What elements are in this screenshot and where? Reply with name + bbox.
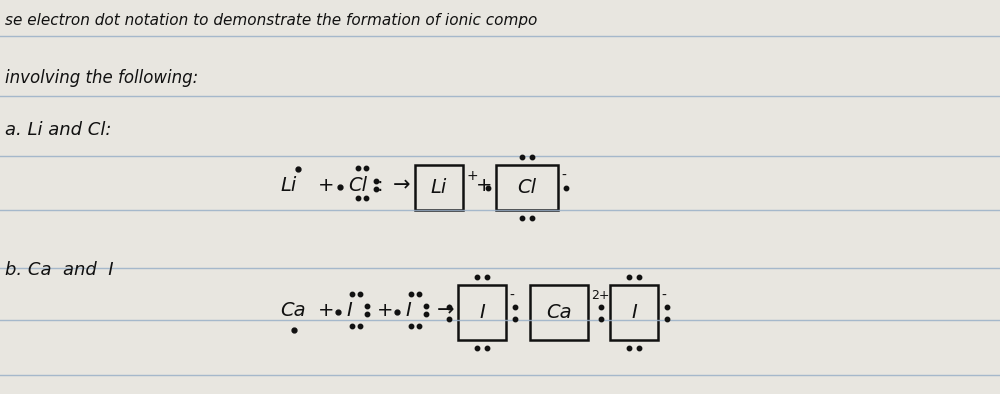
Text: +: + [377, 301, 394, 320]
Text: -: - [661, 289, 666, 303]
Text: +: + [466, 169, 478, 183]
Text: a. Li and Cl:: a. Li and Cl: [5, 121, 112, 139]
Text: b. Ca  and  I: b. Ca and I [5, 261, 114, 279]
Text: I: I [631, 303, 637, 322]
Text: →: → [437, 300, 454, 320]
Text: Cl: Cl [348, 175, 367, 195]
Text: se electron dot notation to demonstrate the formation of ionic compo: se electron dot notation to demonstrate … [5, 13, 537, 28]
Text: I: I [479, 303, 485, 322]
Text: +: + [318, 175, 334, 195]
Text: +: + [476, 175, 492, 195]
Text: -: - [509, 289, 514, 303]
Text: Li: Li [280, 175, 296, 195]
Text: involving the following:: involving the following: [5, 69, 198, 87]
Bar [415, 165, 463, 210]
Text: I: I [405, 301, 411, 320]
Bar [530, 285, 588, 340]
Text: →: → [393, 175, 411, 195]
Text: :: : [377, 175, 384, 195]
Text: I: I [346, 301, 352, 320]
Text: 2+: 2+ [591, 289, 610, 302]
Text: Ca: Ca [546, 303, 572, 322]
Text: Li: Li [431, 178, 447, 197]
Bar [610, 285, 658, 340]
Text: Cl: Cl [518, 178, 536, 197]
Bar [458, 285, 506, 340]
Text: +: + [318, 301, 334, 320]
Text: -: - [561, 169, 566, 183]
Bar [496, 165, 558, 210]
Text: Ca: Ca [280, 301, 306, 320]
